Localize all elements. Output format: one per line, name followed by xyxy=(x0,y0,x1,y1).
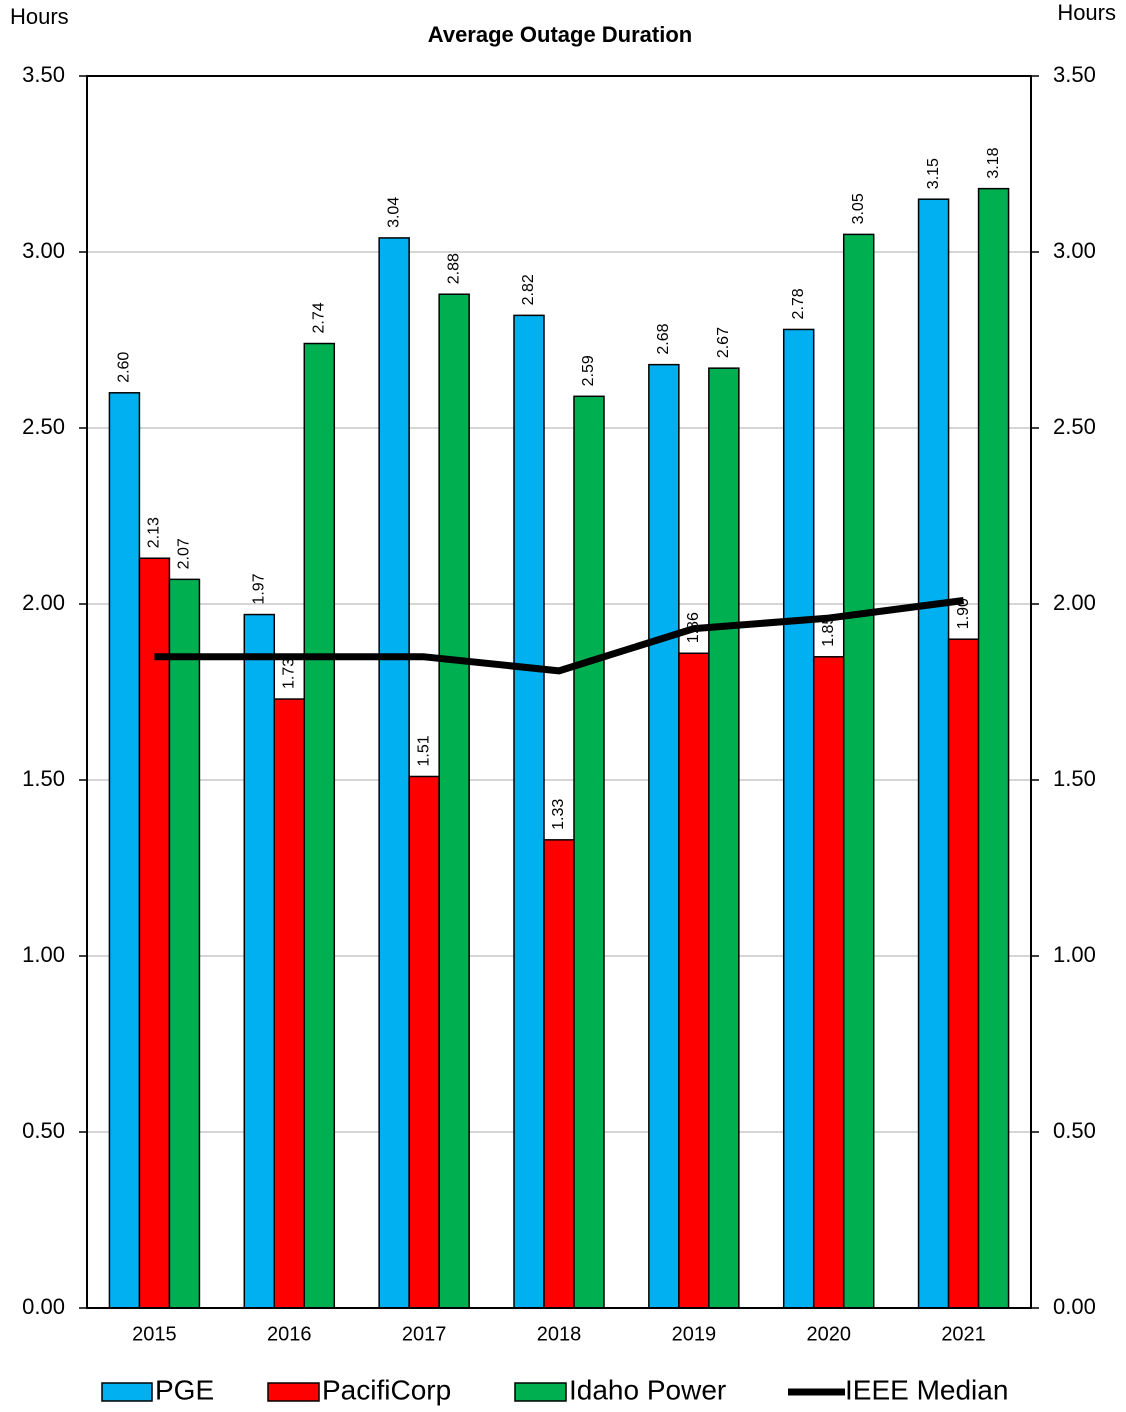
bar xyxy=(842,233,875,1309)
bar xyxy=(977,187,1010,1309)
plot-frame xyxy=(86,75,1032,1309)
legend-label: IEEE Median xyxy=(845,1374,1008,1405)
value-label: 2.59 xyxy=(580,355,597,386)
bar xyxy=(138,557,171,1309)
y2-tick-label: 3.50 xyxy=(1053,62,1096,87)
y-tick-label: 2.50 xyxy=(22,414,65,439)
value-label: 1.73 xyxy=(281,658,298,689)
y2-tick-label: 0.50 xyxy=(1053,1118,1096,1143)
value-label: 2.74 xyxy=(311,302,328,333)
x-tick-label: 2016 xyxy=(267,1323,312,1345)
bar xyxy=(378,237,410,1309)
y2-tick-label: 1.50 xyxy=(1053,766,1096,791)
value-label: 1.97 xyxy=(251,573,268,604)
legend-swatch xyxy=(101,1382,153,1402)
bar xyxy=(303,342,336,1309)
value-label: 1.85 xyxy=(820,616,837,647)
legend-item: PGE xyxy=(101,1374,214,1405)
bar xyxy=(408,775,440,1309)
value-label: 2.13 xyxy=(146,517,163,548)
y-tick-label: 2.00 xyxy=(22,590,65,615)
bar xyxy=(708,367,740,1309)
value-label: 3.15 xyxy=(925,158,942,189)
y-tick-label: 1.00 xyxy=(22,942,65,967)
bar xyxy=(678,652,710,1309)
legend-label: PGE xyxy=(155,1374,214,1405)
chart-title: Average Outage Duration xyxy=(428,22,692,47)
bar xyxy=(513,314,545,1309)
y2-tick-label: 2.50 xyxy=(1053,414,1096,439)
legend-item: PacifiCorp xyxy=(267,1374,451,1405)
bar xyxy=(573,395,605,1309)
bar xyxy=(168,578,201,1309)
bar xyxy=(947,638,980,1309)
y-tick-label: 0.50 xyxy=(22,1118,65,1143)
line-series xyxy=(154,597,965,675)
value-label: 1.90 xyxy=(955,598,972,629)
x-tick-label: 2021 xyxy=(941,1323,986,1345)
x-tick-label: 2019 xyxy=(672,1323,717,1345)
legend-swatch xyxy=(267,1382,320,1402)
x-tick-label: 2017 xyxy=(402,1323,447,1345)
bar xyxy=(543,839,575,1309)
y2-tick-label: 2.00 xyxy=(1053,590,1096,615)
value-label: 1.33 xyxy=(550,799,567,830)
bar xyxy=(917,198,950,1309)
y-tick-label: 3.00 xyxy=(22,238,65,263)
value-label: 3.05 xyxy=(850,193,867,224)
value-label: 2.67 xyxy=(715,327,732,358)
y2-tick-label: 3.00 xyxy=(1053,238,1096,263)
bar xyxy=(812,656,845,1309)
y-tick-label: 3.50 xyxy=(22,62,65,87)
bar xyxy=(273,698,306,1309)
legend-swatch xyxy=(514,1382,567,1402)
value-label: 3.18 xyxy=(985,147,1002,178)
y-axis-label: Hours xyxy=(10,4,69,29)
bar xyxy=(243,613,276,1309)
x-tick-label: 2020 xyxy=(806,1323,851,1345)
y2-axis-label: Hours xyxy=(1057,0,1116,25)
value-label: 2.60 xyxy=(116,352,133,383)
value-label: 2.07 xyxy=(176,538,193,569)
bar xyxy=(782,328,815,1309)
bar xyxy=(438,293,470,1309)
y-tick-label: 0.00 xyxy=(22,1294,65,1319)
y-tick-label: 1.50 xyxy=(22,766,65,791)
value-label: 2.78 xyxy=(790,288,807,319)
value-label: 1.51 xyxy=(415,735,432,766)
y2-tick-label: 0.00 xyxy=(1053,1294,1096,1319)
value-label: 2.68 xyxy=(655,323,672,354)
x-tick-label: 2018 xyxy=(537,1323,582,1345)
legend-label: Idaho Power xyxy=(569,1374,726,1405)
value-label: 2.82 xyxy=(520,274,537,305)
legend-item: Idaho Power xyxy=(514,1374,726,1405)
value-label: 2.88 xyxy=(445,253,462,284)
bar xyxy=(648,363,680,1309)
x-tick-label: 2015 xyxy=(132,1323,177,1345)
bar xyxy=(108,392,141,1309)
legend-label: PacifiCorp xyxy=(322,1374,451,1405)
value-label: 3.04 xyxy=(385,197,402,228)
y2-tick-label: 1.00 xyxy=(1053,942,1096,967)
legend-item: IEEE Median xyxy=(788,1374,1008,1405)
